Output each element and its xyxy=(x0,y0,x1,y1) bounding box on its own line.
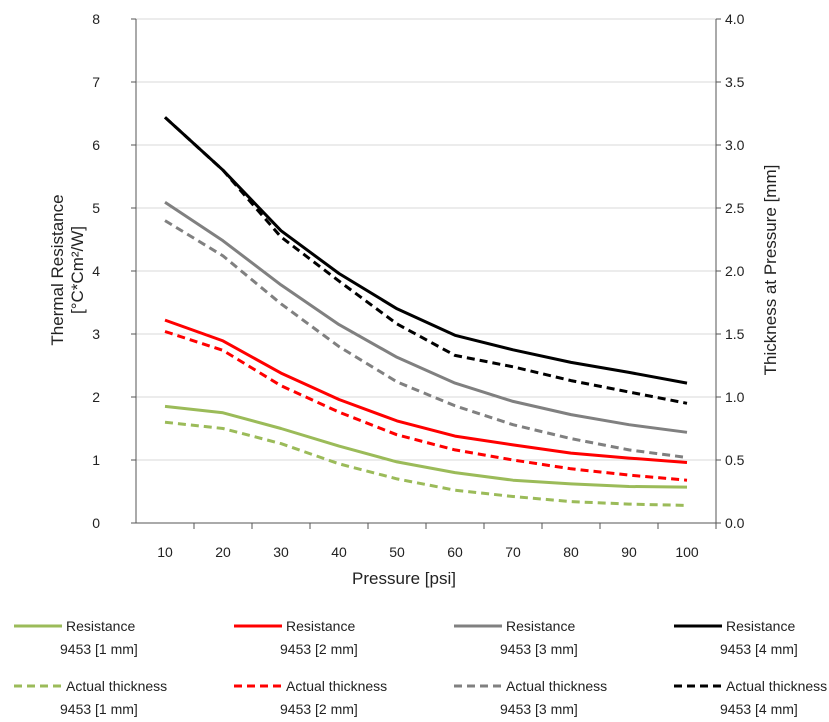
resistance-line-9453-3-mm xyxy=(164,201,688,434)
x-axis-title: Pressure [psi] xyxy=(352,569,456,588)
legend-series-name: Actual thickness xyxy=(286,678,387,694)
x-tick-label: 60 xyxy=(447,544,463,560)
right-y-tick-label: 0.5 xyxy=(725,452,745,468)
left-y-tick-label: 8 xyxy=(92,11,100,27)
right-y-tick-label: 1.0 xyxy=(725,389,745,405)
right-y-tick-label: 3.0 xyxy=(725,137,745,153)
left-y-tick-label: 3 xyxy=(92,326,100,342)
thickness-line-9453-4-mm xyxy=(163,116,688,405)
x-tick-label: 80 xyxy=(563,544,579,560)
thickness-line-9453-1-mm xyxy=(164,420,688,507)
legend-entry: Resistance 9453 [1 mm] xyxy=(14,618,138,657)
resistance-line-9453-1-mm xyxy=(164,404,688,489)
right-y-tick-label: 0.0 xyxy=(725,515,745,531)
x-tick-label: 10 xyxy=(157,544,173,560)
x-tick-label: 30 xyxy=(273,544,289,560)
right-y-tick-label: 3.5 xyxy=(725,74,745,90)
legend-series-name: Actual thickness xyxy=(726,678,827,694)
right-y-tick-label: 2.5 xyxy=(725,200,745,216)
legend-series-sub: 9453 [2 mm] xyxy=(280,641,358,657)
plot-area xyxy=(135,18,717,524)
legend-entry: Resistance 9453 [4 mm] xyxy=(674,618,798,657)
legend-series-name: Resistance xyxy=(66,618,135,634)
left-y-tick-label: 1 xyxy=(92,452,100,468)
legend-series-name: Actual thickness xyxy=(506,678,607,694)
legend-series-name: Actual thickness xyxy=(66,678,167,694)
series-layer xyxy=(163,116,688,507)
thickness-line-9453-3-mm xyxy=(164,219,688,459)
legend-entry: Actual thickness 9453 [3 mm] xyxy=(454,678,607,717)
right-y-tick-labels: 0.0 0.5 1.0 1.5 2.0 2.5 3.0 3.5 4.0 xyxy=(716,11,745,531)
x-tick-label: 70 xyxy=(505,544,521,560)
gridlines xyxy=(136,18,716,461)
right-y-tick-label: 2.0 xyxy=(725,263,745,279)
x-tick-label: 90 xyxy=(621,544,637,560)
left-y-tick-labels: 0 1 2 3 4 5 6 7 8 xyxy=(92,11,136,531)
legend-entry: Actual thickness 9453 [1 mm] xyxy=(14,678,167,717)
left-y-tick-label: 4 xyxy=(92,263,100,279)
legend-series-sub: 9453 [1 mm] xyxy=(60,641,138,657)
legend-series-name: Resistance xyxy=(286,618,355,634)
legend-series-sub: 9453 [4 mm] xyxy=(720,641,798,657)
x-tick-label: 100 xyxy=(675,544,699,560)
right-y-tick-label: 4.0 xyxy=(725,11,745,27)
legend-series-name: Resistance xyxy=(506,618,575,634)
legend-entry: Resistance 9453 [3 mm] xyxy=(454,618,578,657)
left-y-tick-label: 5 xyxy=(92,200,100,216)
legend-entry: Resistance 9453 [2 mm] xyxy=(234,618,358,657)
resistance-line-9453-4-mm xyxy=(163,116,688,385)
resistance-line-9453-2-mm xyxy=(164,318,688,464)
x-tick-label: 20 xyxy=(215,544,231,560)
left-y-tick-label: 7 xyxy=(92,74,100,90)
thickness-line-9453-2-mm xyxy=(164,330,688,482)
legend-entry: Actual thickness 9453 [4 mm] xyxy=(674,678,827,717)
legend-series-sub: 9453 [1 mm] xyxy=(60,701,138,717)
x-tick-label: 50 xyxy=(389,544,405,560)
x-tick-labels: 10 20 30 40 50 60 70 80 90 100 xyxy=(157,523,717,560)
left-y-axis-title-line1: Thermal Resistance xyxy=(48,194,67,345)
x-tick-label: 40 xyxy=(331,544,347,560)
legend-series-sub: 9453 [2 mm] xyxy=(280,701,358,717)
right-y-tick-label: 1.5 xyxy=(725,326,745,342)
left-y-axis-title-line2: [°C*Cm²/W] xyxy=(68,226,87,314)
legend-series-sub: 9453 [3 mm] xyxy=(500,641,578,657)
legend-series-name: Resistance xyxy=(726,618,795,634)
left-y-tick-label: 2 xyxy=(92,389,100,405)
legend-series-sub: 9453 [4 mm] xyxy=(720,701,798,717)
legend: Resistance 9453 [1 mm] Resistance 9453 [2 m… xyxy=(14,618,827,717)
left-y-tick-label: 6 xyxy=(92,137,100,153)
legend-series-sub: 9453 [3 mm] xyxy=(500,701,578,717)
right-y-axis-title: Thickness at Pressure [mm] xyxy=(761,165,780,376)
legend-entry: Actual thickness 9453 [2 mm] xyxy=(234,678,387,717)
left-y-tick-label: 0 xyxy=(92,515,100,531)
